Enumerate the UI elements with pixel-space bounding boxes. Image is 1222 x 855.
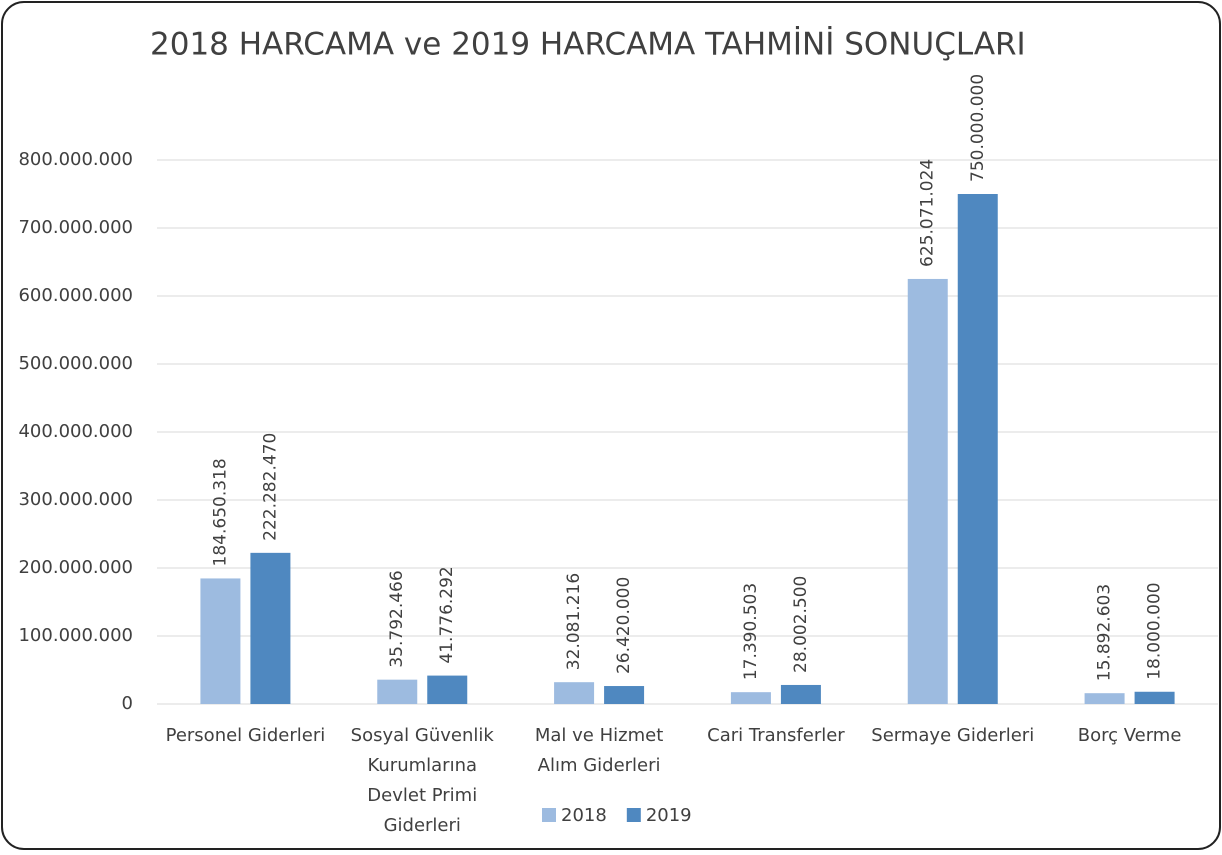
value-label: 18.000.000	[1145, 582, 1165, 679]
x-tick-label: Sosyal Güvenlik Kurumlarına Devlet Primi Gi…	[351, 725, 495, 836]
x-tick-label: Sermaye Giderleri	[871, 725, 1034, 746]
value-label: 28.002.500	[791, 576, 811, 673]
y-tick-label: 400.000.000	[18, 421, 133, 442]
bar	[730, 692, 771, 704]
legend-label: 2019	[646, 805, 692, 826]
value-label: 35.792.466	[387, 570, 407, 667]
y-tick-label: 100.000.000	[18, 625, 133, 646]
bar	[957, 194, 998, 704]
value-label: 17.390.503	[741, 583, 761, 680]
bar	[604, 686, 645, 704]
y-tick-label: 600.000.000	[18, 285, 133, 306]
legend-label: 2018	[561, 805, 607, 826]
value-label: 184.650.318	[210, 458, 230, 566]
value-label: 41.776.292	[437, 566, 457, 663]
chart-title: 2018 HARCAMA ve 2019 HARCAMA TAHMİNİ SON…	[150, 27, 1026, 63]
bar	[1084, 693, 1125, 704]
value-label: 15.892.603	[1095, 584, 1115, 681]
y-tick-label: 800.000.000	[18, 149, 133, 170]
bar	[200, 578, 241, 704]
value-label: 625.071.024	[918, 159, 938, 267]
y-tick-label: 700.000.000	[18, 217, 133, 238]
y-tick-label: 200.000.000	[18, 557, 133, 578]
x-tick-label: Mal ve Hizmet Alım Giderleri	[535, 725, 663, 776]
y-tick-label: 0	[122, 693, 133, 714]
x-tick-label: Personel Giderleri	[166, 725, 326, 746]
value-label: 26.420.000	[614, 577, 634, 674]
y-tick-label: 300.000.000	[18, 489, 133, 510]
y-tick-label: 500.000.000	[18, 353, 133, 374]
bar	[250, 552, 291, 704]
bar	[1134, 691, 1175, 704]
legend-swatch	[626, 808, 641, 822]
bar	[907, 278, 948, 704]
value-label: 750.000.000	[968, 74, 988, 182]
x-tick-label: Borç Verme	[1078, 725, 1182, 746]
x-tick-label: Cari Transferler	[707, 725, 845, 746]
bar	[780, 684, 821, 704]
bar	[554, 682, 595, 704]
value-label: 32.081.216	[564, 573, 584, 670]
value-label: 222.282.470	[260, 433, 280, 541]
bar	[377, 679, 418, 704]
bar	[427, 675, 468, 704]
legend-swatch	[542, 808, 556, 822]
